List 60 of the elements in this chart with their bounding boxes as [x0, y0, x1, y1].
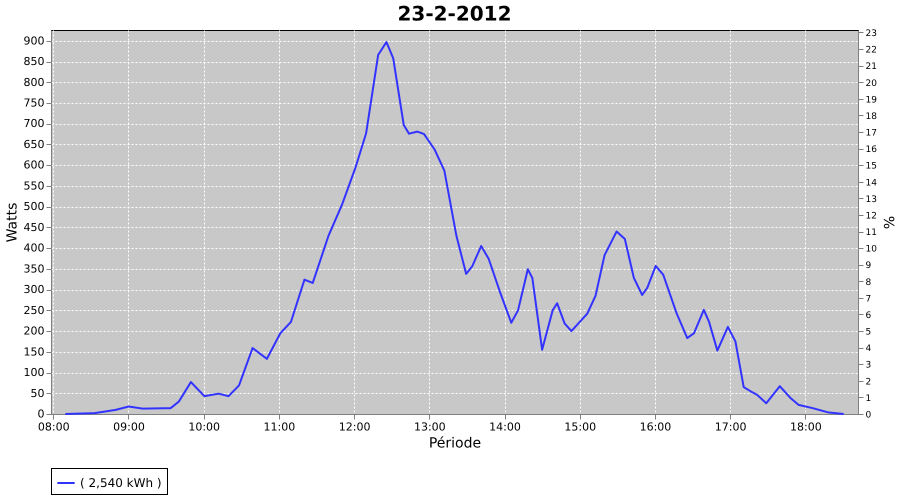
y2-tick-label: 22	[866, 46, 877, 56]
legend-label: ( 2,540 kWh )	[80, 476, 162, 490]
y-tick-label: 650	[24, 138, 44, 151]
y2-tick-label: 10	[866, 244, 878, 255]
y2-tick-label: 9	[866, 261, 872, 272]
x-tick-label: 09:00	[113, 420, 145, 434]
y-tick-label: 800	[24, 76, 44, 89]
line-series	[64, 41, 845, 415]
y-tick-label: 600	[24, 158, 44, 172]
y-tick-label: 250	[24, 304, 44, 317]
y-axis-title: Watts	[4, 202, 21, 242]
y2-tick-label: 2	[866, 377, 872, 388]
y-tick-label: 550	[24, 179, 44, 192]
y2-tick-label: 23	[866, 28, 877, 39]
y2-tick-label: 17	[866, 128, 877, 139]
y2-tick-label: 12	[866, 211, 877, 222]
y2-tick-label: 21	[866, 62, 877, 72]
y2-tick-label: 0	[866, 410, 872, 420]
y-tick-label: 200	[24, 324, 44, 338]
y-tick-label: 700	[24, 117, 44, 130]
y2-tick-label: 18	[866, 112, 878, 122]
y2-tick-label: 11	[866, 228, 877, 238]
y2-tick-label: 6	[866, 310, 872, 321]
x-tick-label: 18:00	[790, 420, 822, 434]
y-tick-label: 350	[24, 262, 44, 276]
x-tick-label: 08:00	[38, 420, 70, 434]
y2-tick-label: 15	[866, 162, 877, 172]
x-tick-label: 14:00	[489, 420, 521, 434]
x-tick-label: 12:00	[338, 420, 370, 434]
y2-tick-label: 19	[866, 95, 878, 106]
y-tick-label: 50	[30, 386, 44, 400]
y-tick-label: 850	[24, 55, 44, 68]
y2-tick-label: 13	[866, 194, 877, 205]
y2-tick-label: 5	[866, 328, 872, 338]
y2-tick-label: 20	[866, 78, 878, 89]
x-tick-label: 16:00	[640, 420, 672, 434]
x-tick-label: 13:00	[414, 420, 446, 434]
y-tick-label: 400	[24, 242, 44, 255]
y2-tick-label: 7	[866, 294, 872, 304]
y-tick-label: 150	[24, 345, 44, 358]
y2-tick-label: 16	[866, 145, 878, 156]
y-tick-label: 750	[24, 96, 44, 110]
y-tick-label: 450	[24, 220, 44, 234]
x-tick-label: 15:00	[564, 420, 596, 434]
y-tick-label: 0	[38, 408, 44, 420]
y2-tick-label: 4	[866, 344, 872, 354]
chart-title: 23-2-2012	[397, 1, 512, 26]
y-tick-label: 300	[24, 283, 44, 296]
x-tick-label: 10:00	[188, 420, 220, 434]
x-tick-label: 17:00	[714, 420, 746, 434]
y2-tick-label: 14	[866, 178, 878, 188]
y2-tick-label: 1	[866, 394, 872, 404]
x-tick-label: 11:00	[264, 420, 296, 434]
y-tick-label: 500	[24, 200, 44, 214]
y2-axis-title: %	[880, 216, 896, 230]
y2-tick-label: 8	[866, 278, 872, 288]
y2-tick-label: 3	[866, 360, 872, 371]
x-axis-title: Période	[428, 436, 482, 452]
y-tick-label: 900	[24, 34, 44, 48]
y-tick-label: 100	[24, 366, 44, 380]
